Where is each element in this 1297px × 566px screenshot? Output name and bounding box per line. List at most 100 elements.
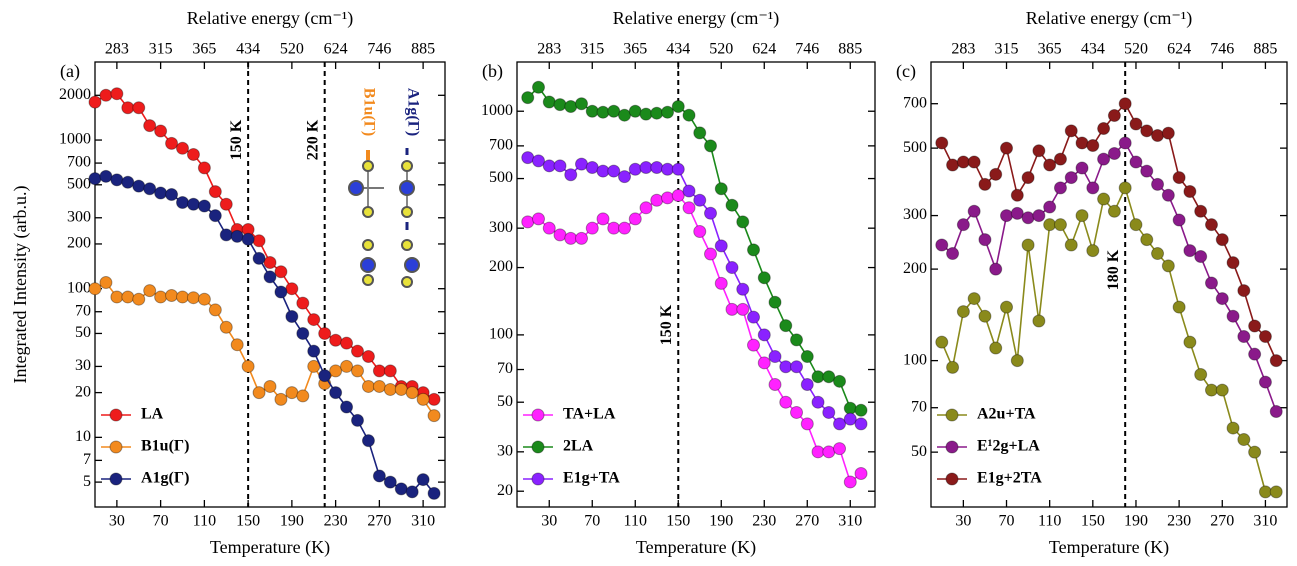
data-point xyxy=(661,191,675,205)
data-point xyxy=(307,344,321,358)
data-point xyxy=(532,154,546,168)
data-point xyxy=(176,290,189,304)
data-point xyxy=(757,271,771,285)
data-point xyxy=(361,379,375,393)
data-point xyxy=(99,88,113,102)
legend-label: B1u(Γ) xyxy=(141,438,189,455)
data-point xyxy=(1000,141,1014,155)
inset-atom xyxy=(362,206,374,218)
data-point xyxy=(618,108,632,122)
data-point xyxy=(241,232,255,246)
x-tick-label: 270 xyxy=(1210,513,1234,530)
data-point xyxy=(967,204,981,218)
data-point xyxy=(618,170,632,184)
data-point xyxy=(383,382,397,396)
data-point xyxy=(854,403,868,417)
data-point xyxy=(1107,109,1121,123)
reference-label: 220 K xyxy=(304,119,321,160)
data-point xyxy=(811,395,825,409)
data-point xyxy=(296,326,310,340)
x2-tick-label: 624 xyxy=(752,41,776,58)
data-point xyxy=(372,469,386,483)
data-point xyxy=(1204,218,1218,232)
data-point xyxy=(1032,144,1046,158)
y-tick-label: 30 xyxy=(497,443,513,460)
data-point xyxy=(736,215,750,229)
data-point xyxy=(1000,300,1014,314)
data-point xyxy=(843,401,857,415)
data-point xyxy=(1226,421,1240,435)
x2-tick-label: 624 xyxy=(1167,41,1191,58)
data-point xyxy=(1075,161,1089,175)
data-point xyxy=(1107,147,1121,161)
data-point xyxy=(1151,129,1165,143)
data-point xyxy=(1053,181,1067,195)
x-tick-label: 110 xyxy=(1038,513,1061,530)
series-line xyxy=(94,92,435,401)
inset-atom xyxy=(401,206,413,218)
data-point xyxy=(340,336,354,350)
data-point xyxy=(736,282,750,296)
legend-label: E1g+TA xyxy=(563,470,620,487)
data-point xyxy=(521,215,535,229)
x-tick-label: 110 xyxy=(624,513,647,530)
panel-label: (a) xyxy=(60,61,80,82)
y-tick-label: 500 xyxy=(903,139,927,156)
data-point xyxy=(1194,368,1208,382)
data-point xyxy=(553,98,567,112)
x-tick-label: 70 xyxy=(999,513,1015,530)
data-point xyxy=(427,486,441,500)
inset-diagram xyxy=(348,148,420,288)
data-point xyxy=(285,282,299,296)
data-point xyxy=(1151,177,1165,191)
data-point xyxy=(989,167,1003,181)
data-point xyxy=(318,369,332,383)
data-point xyxy=(585,221,599,235)
data-point xyxy=(790,405,804,419)
data-point xyxy=(843,475,857,489)
x-tick-label: 310 xyxy=(838,513,862,530)
data-point xyxy=(274,265,288,279)
data-point xyxy=(736,302,750,316)
data-point xyxy=(800,350,814,364)
y-tick-label: 300 xyxy=(903,206,927,223)
x-tick-label: 150 xyxy=(236,513,260,530)
data-point xyxy=(553,228,567,242)
data-point xyxy=(725,302,739,316)
y-axis-title: Integrated Intensity (arb.u.) xyxy=(10,186,31,384)
data-point xyxy=(532,80,546,94)
inset-atom xyxy=(348,180,364,196)
data-point xyxy=(682,184,696,198)
data-point xyxy=(978,177,992,191)
data-point xyxy=(607,104,621,118)
data-point xyxy=(121,101,135,115)
data-point xyxy=(779,319,793,333)
data-point xyxy=(1043,200,1057,214)
x2-tick-label: 520 xyxy=(1124,41,1148,58)
data-point xyxy=(956,155,970,169)
data-point xyxy=(671,162,685,176)
x2-tick-label: 746 xyxy=(795,41,819,58)
data-point xyxy=(1075,136,1089,150)
data-point xyxy=(650,161,664,175)
legend-marker xyxy=(945,440,959,454)
x-tick-label: 270 xyxy=(795,513,819,530)
x2-axis-title: Relative energy (cm⁻¹) xyxy=(1026,8,1193,29)
data-point xyxy=(946,360,960,374)
data-point xyxy=(296,389,310,403)
x2-tick-label: 315 xyxy=(995,41,1019,58)
y-tick-label: 20 xyxy=(75,383,91,400)
data-point xyxy=(1118,97,1132,111)
data-point xyxy=(542,221,556,235)
data-point xyxy=(682,201,696,215)
inset-atom xyxy=(362,239,374,251)
data-point xyxy=(650,193,664,207)
panel-label: (b) xyxy=(482,61,503,82)
data-point xyxy=(693,126,707,140)
y-tick-label: 100 xyxy=(67,279,91,296)
data-point xyxy=(585,104,599,118)
data-point xyxy=(1010,206,1024,220)
data-point xyxy=(1053,218,1067,232)
y-tick-label: 10 xyxy=(75,428,91,445)
